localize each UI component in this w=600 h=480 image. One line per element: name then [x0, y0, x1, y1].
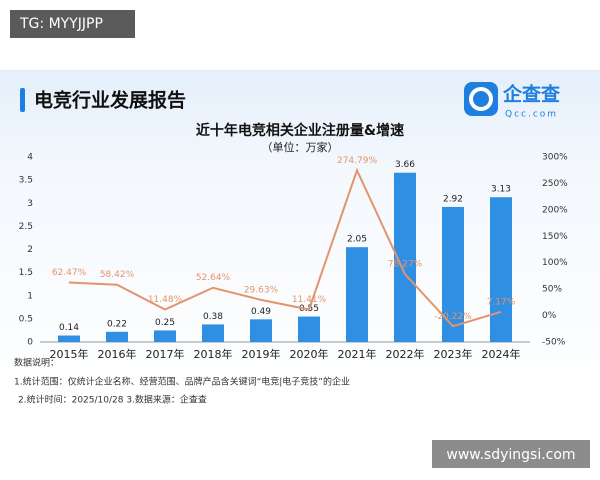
line-value-label: 11.41% — [292, 295, 327, 305]
bar-value-label: 3.66 — [395, 160, 415, 170]
note: 1.统计范围：仅统计企业名称、经营范围、品牌产品含关键词“电竞|电子竞技”的企业 — [14, 376, 350, 388]
bar — [394, 172, 416, 342]
bar-value-label: 0.38 — [203, 312, 223, 322]
chart-subtitle: （单位：万家） — [262, 140, 339, 154]
x-tick-label: 2015年 — [50, 347, 89, 361]
accent-bar — [20, 88, 25, 112]
x-tick-label: 2016年 — [98, 347, 137, 361]
bar-value-label: 0.25 — [155, 318, 175, 328]
watermark: www.sdyingsi.com — [446, 447, 575, 463]
x-tick-label: 2024年 — [482, 347, 521, 361]
line-value-label: 29.63% — [244, 285, 279, 295]
y2-tick-label: 100% — [542, 258, 568, 268]
bar — [154, 330, 176, 342]
y-tick-label: 3.5 — [19, 176, 33, 186]
y-tick-label: 1.5 — [19, 268, 33, 278]
y2-tick-label: 50% — [542, 285, 562, 295]
report-title: 电竞行业发展报告 — [34, 89, 186, 112]
y2-tick-label: -50% — [542, 338, 566, 348]
watermark-box — [432, 440, 590, 468]
line-value-label: 52.64% — [196, 273, 231, 283]
line-value-label: 7.17% — [487, 297, 516, 307]
bar-value-label: 0.49 — [251, 307, 271, 317]
y-tick-label: 4 — [27, 153, 33, 163]
x-tick-label: 2017年 — [146, 347, 185, 361]
bar — [442, 206, 464, 342]
bar-value-label: 3.13 — [491, 185, 511, 195]
bar-value-label: 2.05 — [347, 235, 367, 245]
line-value-label: -20.22% — [434, 312, 472, 322]
line — [68, 167, 502, 328]
note: 数据说明： — [14, 357, 59, 369]
y2-tick-label: 250% — [542, 179, 568, 189]
y2-tick-label: 150% — [542, 232, 568, 242]
bar — [106, 331, 128, 342]
x-tick-label: 2018年 — [194, 347, 233, 361]
line-value-label: 274.79% — [337, 156, 377, 166]
bar — [346, 247, 368, 342]
bar-value-label: 0.22 — [107, 319, 127, 329]
line-value-label: 58.42% — [100, 270, 135, 280]
x-tick-label: 2022年 — [386, 347, 425, 361]
y2-tick-label: 200% — [542, 205, 568, 215]
bar — [250, 319, 272, 342]
y-tick-label: 0 — [27, 338, 33, 348]
logo-icon — [464, 82, 498, 116]
bar-value-label: 0.14 — [59, 323, 79, 333]
logo-name: 企查查 — [502, 83, 561, 106]
y2-tick-label: 300% — [542, 153, 568, 163]
note: 2.统计时间：2025/10/28 3.数据来源：企查查 — [18, 394, 207, 406]
bar — [490, 197, 512, 342]
tag-text: TG: MYYJJPP — [19, 16, 103, 32]
y-tick-label: 2 — [27, 245, 33, 255]
x-tick-label: 2019年 — [242, 347, 281, 361]
x-tick-label: 2023年 — [434, 347, 473, 361]
logo-icon-ring — [469, 87, 493, 111]
bar — [202, 324, 224, 342]
chart-title: 近十年电竞相关企业注册量&增速 — [196, 122, 404, 139]
y2-tick-label: 0% — [542, 311, 557, 321]
x-tick-label: 2020年 — [290, 347, 329, 361]
tag-box — [10, 10, 135, 38]
line-value-label: 11.48% — [148, 295, 183, 305]
line-value-label: 62.47% — [52, 268, 87, 278]
y-tick-label: 0.5 — [19, 314, 33, 324]
line-value-label: 78.27% — [388, 260, 423, 270]
logo-url: Qcc.com — [505, 110, 558, 120]
x-tick-label: 2021年 — [338, 347, 377, 361]
bar — [298, 316, 320, 342]
y-tick-label: 3 — [27, 199, 33, 209]
bar-value-label: 2.92 — [443, 194, 463, 204]
bar — [58, 335, 80, 342]
y-tick-label: 2.5 — [19, 222, 33, 232]
y-tick-label: 1 — [27, 291, 33, 301]
